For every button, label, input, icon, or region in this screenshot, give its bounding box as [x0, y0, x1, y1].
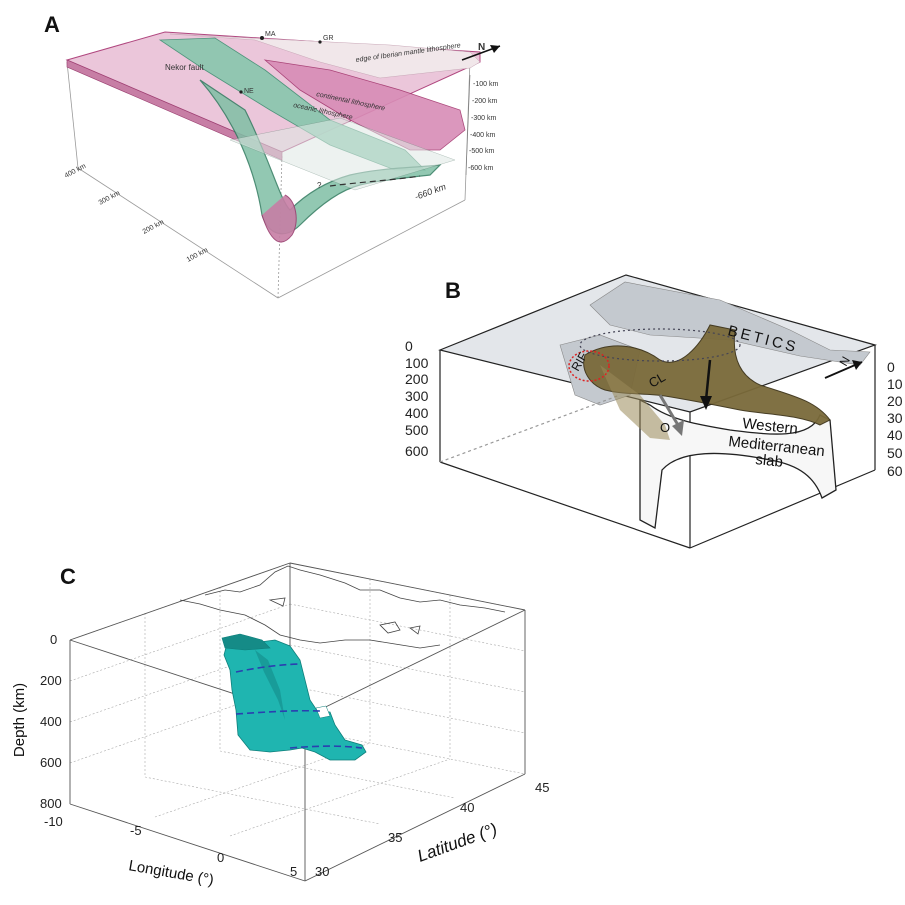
panel-a-depth-tick: -100 km [473, 81, 498, 88]
panel-c-slab-cap [221, 633, 271, 651]
panel-a-nekor-label: Nekor fault [165, 63, 204, 72]
panel-a-block [66, 59, 471, 299]
panel-c-depth-tick: 800 [40, 796, 62, 811]
panel-b-depth-tick: 0 [405, 338, 413, 354]
panel-c-depth-tick: 0 [50, 632, 57, 647]
panel-b-depth-tick: 500 [405, 422, 429, 438]
panel-c-longitude-axis: -10 -5 0 5 Longitude (°) [44, 814, 297, 889]
panel-b-slab-label-3: slab [755, 451, 784, 471]
panel-c-latitude-title: Latitude (°) [415, 819, 500, 865]
panel-a-depth-bottom: -660 km [413, 181, 447, 202]
panel-b-depth-tick: 20 [887, 393, 903, 409]
panel-b-cl-label: CL [646, 369, 668, 390]
panel-c-latitude-tick: 35 [388, 830, 402, 845]
panel-a-question: ? [317, 181, 322, 190]
panel-c-longitude-tick: -10 [44, 814, 63, 829]
panel-a-label: A [44, 12, 60, 37]
panel-c-latitude-tick: 40 [460, 800, 474, 815]
panel-c-slab-hole [315, 705, 331, 719]
panel-a-north-arrow: N [461, 42, 501, 61]
panel-b-land-north [589, 281, 871, 366]
panel-b: B BETICS RIF [405, 274, 903, 549]
panel-b-slab-shaded [600, 365, 670, 440]
panel-c-depth-title: Depth (km) [11, 683, 28, 757]
panel-c-coastlines [179, 565, 506, 649]
panel-c-latitude-tick: 45 [535, 780, 549, 795]
panel-a-distance-tick: 300 km [98, 190, 122, 207]
panel-b-depth-tick: 50 [887, 445, 903, 461]
panel-a-distance-tick: 100 km [186, 247, 210, 264]
panel-a-distance-tick: 400 km [64, 163, 88, 180]
panel-c-longitude-tick: 0 [217, 850, 224, 865]
panel-b-depth-tick: 60 [887, 463, 903, 479]
panel-c: C [11, 562, 549, 889]
panel-c-dashed-contours [235, 663, 363, 749]
panel-a-distance-tick: 200 km [142, 219, 166, 236]
panel-b-depth-right: 0 10 20 30 40 50 60 [887, 359, 903, 479]
panel-c-depth-tick: 600 [40, 755, 62, 770]
panel-c-depth-tick: 400 [40, 714, 62, 729]
panel-b-depth-tick: 10 [887, 376, 903, 392]
panel-b-depth-tick: 600 [405, 443, 429, 459]
panel-a-gr-marker [318, 40, 322, 44]
panel-a: A N MA [44, 12, 501, 299]
panel-a-gr-label: GR [323, 35, 334, 42]
panel-c-longitude-tick: 5 [290, 864, 297, 879]
panel-b-slab-label-1: Western [742, 415, 799, 438]
panel-a-depth-plane [229, 117, 456, 191]
panel-a-north-label: N [478, 42, 485, 53]
panel-b-rif-outline [568, 350, 610, 382]
panel-a-continental-band [263, 59, 466, 151]
panel-a-ma-marker [260, 36, 264, 40]
panel-b-depth-tick: 400 [405, 405, 429, 421]
panel-a-depth-tick: -500 km [469, 148, 494, 155]
panel-b-depth-tick: 0 [887, 359, 895, 375]
panel-b-betics-outline [579, 328, 741, 362]
panel-a-depth-tick: -600 km [468, 165, 493, 172]
panel-a-iberia-area [169, 33, 481, 79]
panel-b-o-label: O [660, 420, 670, 435]
panel-a-dashed-660 [329, 175, 421, 187]
panel-b-depth-tick: 200 [405, 371, 429, 387]
panel-a-ma-label: MA [265, 31, 276, 38]
panel-b-depth-tick: 30 [887, 410, 903, 426]
panel-a-ne-marker [239, 90, 243, 94]
panel-b-slab-wall [639, 398, 837, 530]
panel-b-arrows [658, 359, 712, 436]
panel-c-label: C [60, 564, 76, 589]
panel-b-box [439, 345, 876, 549]
panel-b-depth-tick: 100 [405, 355, 429, 371]
panel-b-depth-tick: 40 [887, 427, 903, 443]
panel-a-depth-tick: -300 km [471, 115, 496, 122]
panel-a-depth-tick: -200 km [472, 98, 497, 105]
panel-c-latitude-axis: 30 35 40 45 Latitude (°) [315, 780, 549, 879]
panel-c-box [69, 562, 526, 882]
panel-a-depth-tick: -400 km [470, 132, 495, 139]
panel-a-slab-lower [261, 194, 297, 243]
panel-c-depth-axis: 0 200 400 600 800 Depth (km) [11, 632, 62, 811]
panel-c-latitude-tick: 30 [315, 864, 329, 879]
panel-c-longitude-tick: -5 [130, 823, 142, 838]
panel-a-distance-scale: 400 km 300 km 200 km 100 km [64, 163, 210, 264]
panel-c-longitude-title: Longitude (°) [127, 857, 215, 889]
panel-a-ne-label: NE [244, 88, 254, 95]
panel-c-depth-tick: 200 [40, 673, 62, 688]
panel-b-label: B [445, 278, 461, 303]
panel-b-depth-tick: 300 [405, 388, 429, 404]
panel-b-depth-left: 0 100 200 300 400 500 600 [405, 338, 429, 459]
